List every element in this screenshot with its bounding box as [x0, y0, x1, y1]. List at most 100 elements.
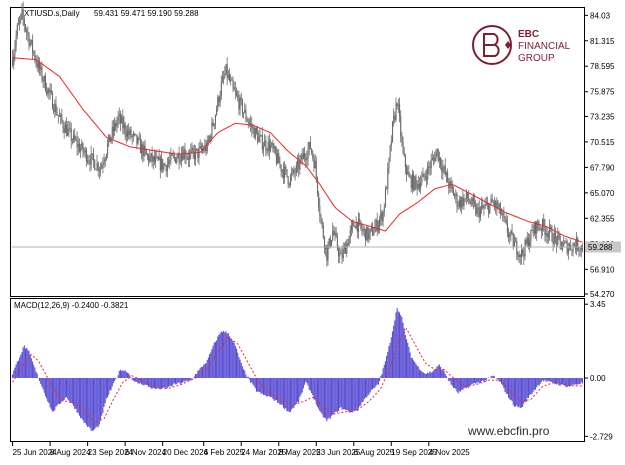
candle-body: [557, 234, 559, 245]
candle-body: [472, 198, 474, 202]
candle-body: [306, 158, 308, 160]
candle-body: [80, 148, 82, 152]
candle-body: [251, 123, 253, 129]
candle-body: [320, 215, 322, 221]
candle-body: [19, 19, 21, 24]
candle-body: [196, 148, 198, 150]
candle-body: [165, 165, 167, 172]
candle-body: [77, 143, 79, 148]
candle-body: [560, 241, 562, 250]
price-tick-label: 67.790: [590, 163, 615, 172]
candle-body: [433, 157, 435, 159]
candle-body: [125, 133, 127, 137]
candle-body: [561, 246, 564, 250]
candle-body: [172, 155, 174, 157]
candle-body: [424, 176, 426, 178]
candle-body: [563, 242, 565, 247]
time-tick-label: 23 Sep 2024: [88, 448, 134, 457]
candle-body: [112, 126, 115, 132]
candle-body: [23, 18, 25, 26]
candle-body: [224, 74, 226, 77]
candle-body: [40, 66, 42, 70]
candle-body: [373, 232, 375, 236]
candle-body: [277, 153, 279, 164]
candle-body: [552, 241, 554, 245]
time-tick-label: 23 Jun 2025: [316, 448, 361, 457]
candle-body: [285, 166, 287, 170]
candle-body: [431, 157, 433, 160]
candle-body: [321, 220, 323, 226]
candle-body: [270, 144, 272, 152]
candle-body: [550, 226, 552, 229]
candle-body: [416, 182, 418, 189]
candle-body: [289, 175, 292, 186]
candle-body: [245, 109, 247, 120]
candle-body: [250, 123, 252, 125]
candle-body: [179, 160, 181, 163]
candle-body: [470, 203, 472, 205]
candle-body: [359, 219, 361, 222]
logo-line-3: GROUP: [518, 53, 555, 64]
candle-body: [391, 121, 394, 142]
candle-body: [115, 122, 117, 127]
candle-body: [382, 211, 384, 222]
candle-body: [523, 253, 525, 257]
current-price-badge-bg: [585, 241, 621, 253]
candle-body: [203, 149, 205, 151]
candle-body: [148, 155, 150, 162]
candle-body: [260, 135, 262, 137]
candle-body: [471, 198, 473, 205]
candle-body: [279, 163, 281, 165]
candle-body: [482, 205, 484, 208]
candle-body: [510, 231, 512, 235]
candle-body: [397, 104, 399, 107]
candle-body: [452, 188, 455, 196]
candle-body: [211, 122, 213, 139]
candle-body: [311, 148, 313, 153]
candle-body: [163, 164, 165, 170]
price-tick-label: 54.270: [590, 290, 615, 299]
candle-body: [192, 147, 194, 152]
candle-body: [158, 156, 160, 161]
macd-tick-label: -2.729: [590, 432, 613, 441]
candle-body: [479, 208, 482, 218]
candle-body: [92, 153, 95, 161]
candle-body: [383, 206, 385, 212]
candle-body: [352, 222, 354, 226]
candle-body: [456, 193, 458, 207]
candle-body: [579, 249, 581, 251]
logo-line-2: FINANCIAL: [518, 41, 571, 52]
candle-body: [516, 241, 518, 256]
candle-body: [258, 136, 260, 143]
candle-body: [210, 136, 212, 139]
candle-body: [417, 183, 419, 189]
candle-body: [335, 232, 337, 237]
candle-body: [67, 128, 69, 136]
candle-body: [225, 64, 227, 75]
candle-body: [457, 206, 459, 207]
candle-body: [37, 61, 39, 68]
candle-body: [519, 254, 521, 257]
candle-body: [511, 231, 513, 234]
candle-body: [302, 153, 304, 160]
candle-body: [529, 241, 531, 248]
macd-header-label: MACD(12,26,9) -0.2400 -0.3821: [14, 301, 129, 310]
candle-body: [483, 207, 485, 209]
candle-body: [531, 229, 533, 231]
macd-tick-label: 0.00: [590, 374, 606, 383]
candle-body: [349, 230, 351, 237]
price-tick-label: 84.03: [590, 11, 611, 20]
candle-body: [247, 121, 249, 123]
candle-body: [493, 202, 496, 207]
candle-body: [207, 140, 209, 141]
candle-body: [98, 170, 100, 172]
candle-body: [131, 136, 133, 138]
candle-body: [237, 94, 239, 98]
candle-body: [32, 39, 34, 52]
candle-body: [103, 161, 105, 165]
candle-body: [175, 157, 177, 163]
time-tick-label: 24 Mar 2025: [241, 448, 286, 457]
candle-body: [71, 140, 73, 142]
candle-body: [49, 90, 51, 92]
